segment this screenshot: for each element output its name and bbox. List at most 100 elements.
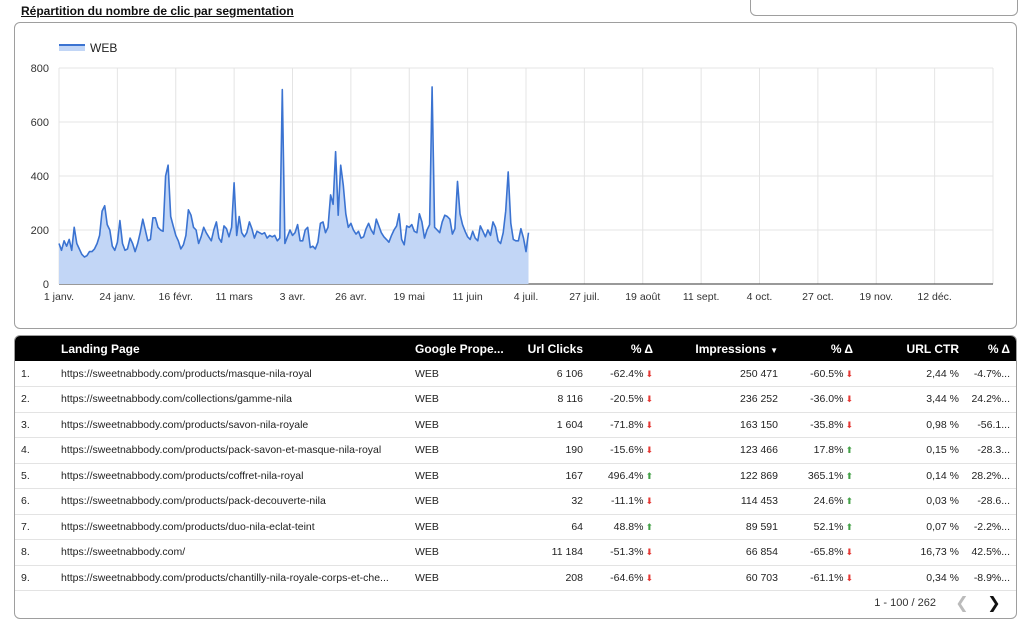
google-property-value: WEB (415, 520, 439, 533)
table-row[interactable]: 3. https://sweetnabbody.com/products/savo… (15, 412, 1016, 438)
impressions-delta: -35.8% ⬇ (784, 412, 859, 438)
url-clicks: 190 (509, 438, 589, 464)
legend-swatch-fill (59, 45, 85, 51)
landing-page-url-value: https://sweetnabbody.com/products/duo-ni… (61, 520, 315, 533)
url-ctr-value: 2,44 % (926, 367, 959, 380)
impressions: 236 252 (659, 387, 784, 413)
x-tick-label: 16 févr. (159, 291, 193, 303)
header-impressions-delta[interactable]: % Δ (830, 341, 853, 356)
url-ctr-value: 0,03 % (926, 495, 959, 508)
header-ctr-delta[interactable]: % Δ (987, 341, 1010, 356)
impressions: 122 869 (659, 463, 784, 489)
url-ctr-value: 0,15 % (926, 444, 959, 457)
impressions-value: 236 252 (740, 393, 778, 406)
ctr-delta: 24.2%... (965, 387, 1016, 413)
landing-page-url-value: https://sweetnabbody.com/ (61, 546, 186, 559)
ctr-delta: -2.2%... (965, 514, 1016, 540)
google-property: WEB (409, 540, 509, 566)
header-url-ctr[interactable]: URL CTR (906, 341, 959, 356)
table-row[interactable]: 2. https://sweetnabbody.com/collections/g… (15, 387, 1016, 413)
sort-desc-icon[interactable]: ▼ (770, 345, 778, 355)
clicks-delta-value: 496.4% (607, 469, 644, 482)
impressions-delta: 24.6% ⬆ (784, 489, 859, 515)
table-row[interactable]: 6. https://sweetnabbody.com/products/pack… (15, 489, 1016, 515)
x-tick-label: 27 oct. (802, 291, 834, 303)
ctr-delta-value: -2.2%... (973, 520, 1010, 533)
table-row[interactable]: 8. https://sweetnabbody.com/WEB 11 184 -51.… (15, 540, 1016, 566)
url-clicks-value: 190 (565, 444, 583, 457)
landing-page-url-value: https://sweetnabbody.com/products/savon-… (61, 418, 309, 431)
url-ctr-value: 0,34 % (926, 571, 959, 584)
row-index-value: 2. (21, 393, 30, 406)
chevron-right-icon[interactable]: ❯ (987, 595, 1001, 612)
landing-page-table: Landing Page Google Prope... Url Clicks … (15, 336, 1016, 591)
x-tick-label: 19 août (625, 291, 660, 303)
impressions-delta-value: 17.8% (813, 444, 844, 457)
google-property-value: WEB (415, 444, 439, 457)
impressions-delta: -36.0% ⬇ (784, 387, 859, 413)
arrow-up-icon: ⬆ (845, 470, 853, 481)
filter-control-box[interactable] (750, 0, 1018, 16)
ctr-delta-value: 42.5%... (971, 546, 1010, 559)
table-row[interactable]: 1. https://sweetnabbody.com/products/masq… (15, 361, 1016, 387)
row-index-value: 7. (21, 520, 30, 533)
x-tick-label: 1 janv. (44, 291, 74, 303)
header-clicks-delta[interactable]: % Δ (630, 341, 653, 356)
row-index: 3. (15, 412, 55, 438)
arrow-down-icon: ⬇ (645, 572, 653, 583)
url-clicks-value: 1 604 (556, 418, 583, 431)
url-ctr: 0,14 % (859, 463, 965, 489)
chevron-left-icon[interactable]: ❮ (955, 595, 969, 612)
landing-page-url: https://sweetnabbody.com/products/pack-d… (55, 489, 409, 515)
impressions-value: 60 703 (745, 571, 778, 584)
ctr-delta: -4.7%... (965, 361, 1016, 387)
landing-page-url: https://sweetnabbody.com/ (55, 540, 409, 566)
impressions: 163 150 (659, 412, 784, 438)
header-google-property[interactable]: Google Prope... (415, 341, 504, 356)
table-row[interactable]: 5. https://sweetnabbody.com/products/coff… (15, 463, 1016, 489)
url-clicks: 32 (509, 489, 589, 515)
y-tick-label: 200 (31, 225, 49, 237)
arrow-down-icon: ⬇ (845, 419, 853, 430)
series-area-web (59, 86, 529, 285)
row-index: 2. (15, 387, 55, 413)
table-row[interactable]: 7. https://sweetnabbody.com/products/duo-… (15, 514, 1016, 540)
clicks-delta: -71.8% ⬇ (589, 412, 659, 438)
arrow-down-icon: ⬇ (845, 547, 853, 558)
row-index-value: 4. (21, 444, 30, 457)
ctr-delta: -28.3... (965, 438, 1016, 464)
x-tick-label: 12 déc. (917, 291, 951, 303)
url-ctr-value: 16,73 % (920, 546, 959, 559)
url-clicks: 8 116 (509, 387, 589, 413)
x-tick-label: 11 juin (453, 291, 483, 303)
impressions: 66 854 (659, 540, 784, 566)
clicks-delta: -64.6% ⬇ (589, 565, 659, 591)
arrow-down-icon: ⬇ (645, 419, 653, 430)
table-row[interactable]: 9. https://sweetnabbody.com/products/chan… (15, 565, 1016, 591)
table-row[interactable]: 4. https://sweetnabbody.com/products/pack… (15, 438, 1016, 464)
ctr-delta: -28.6... (965, 489, 1016, 515)
url-clicks: 11 184 (509, 540, 589, 566)
x-tick-label: 19 mai (393, 291, 425, 303)
url-clicks-value: 208 (565, 571, 583, 584)
url-ctr: 2,44 % (859, 361, 965, 387)
clicks-delta-value: 48.8% (613, 520, 644, 533)
table-header-row: Landing Page Google Prope... Url Clicks … (15, 336, 1016, 361)
url-ctr-value: 0,07 % (926, 520, 959, 533)
ctr-delta: -8.9%... (965, 565, 1016, 591)
arrow-up-icon: ⬆ (845, 521, 853, 532)
x-tick-label: 19 nov. (859, 291, 893, 303)
arrow-down-icon: ⬇ (645, 547, 653, 558)
clicks-area-chart: 0 200 400 600 800 1 janv. 24 janv. 16 févr. 11 m… (31, 41, 994, 303)
ctr-delta: 42.5%... (965, 540, 1016, 566)
impressions-delta-value: 52.1% (813, 520, 844, 533)
header-url-clicks[interactable]: Url Clicks (527, 341, 583, 356)
header-landing-page[interactable]: Landing Page (61, 341, 140, 356)
header-impressions[interactable]: Impressions ▼ (659, 336, 784, 361)
impressions-value: 122 869 (740, 469, 778, 482)
arrow-down-icon: ⬇ (645, 394, 653, 405)
arrow-down-icon: ⬇ (645, 496, 653, 507)
clicks-delta-value: -20.5% (610, 393, 644, 406)
url-ctr: 0,15 % (859, 438, 965, 464)
url-ctr: 3,44 % (859, 387, 965, 413)
